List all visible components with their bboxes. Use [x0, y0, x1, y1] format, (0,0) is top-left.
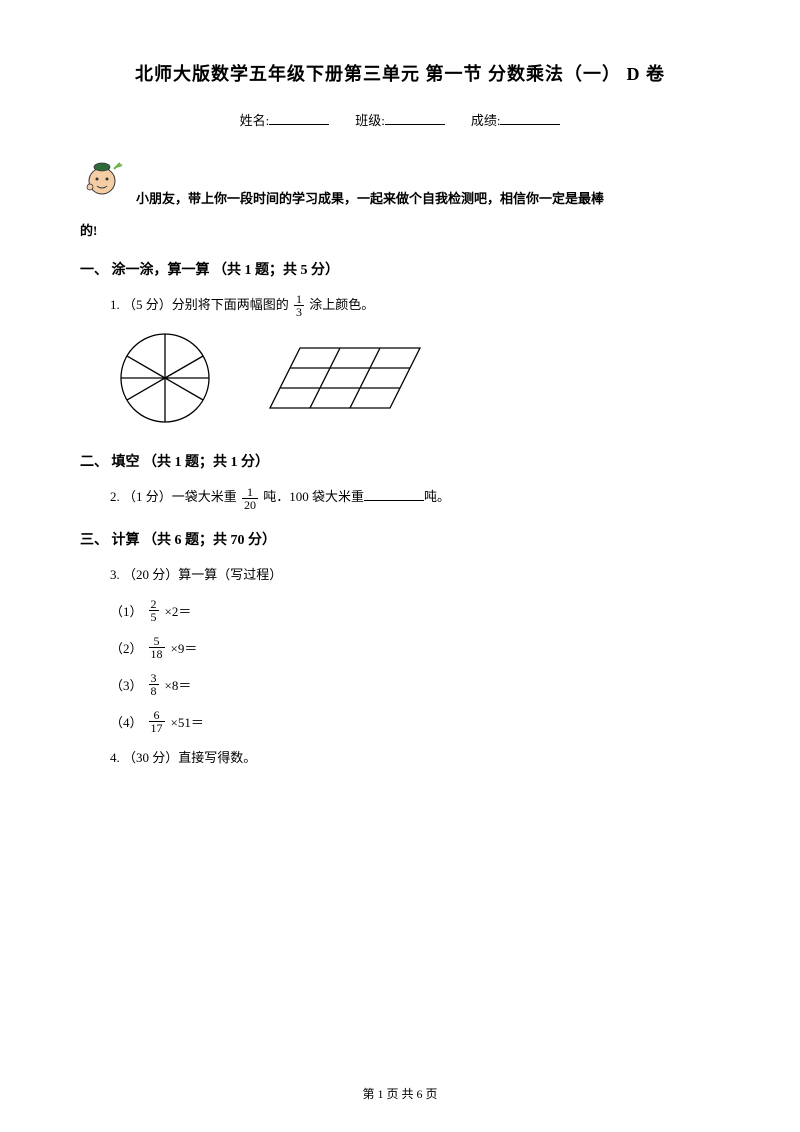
rhombus-grid-shape: [270, 348, 420, 408]
mascot-icon: [80, 157, 124, 201]
q3-item-1-label: （1）: [110, 601, 143, 620]
q3-item-2-label: （2）: [110, 638, 143, 657]
q3-item-1-tail: ×2＝: [165, 601, 192, 620]
q3-item-1-frac: 2 5: [149, 598, 159, 623]
q3-item-2: （2） 5 18 ×9＝: [110, 635, 720, 660]
name-blank[interactable]: [269, 110, 329, 125]
score-label: 成绩:: [471, 113, 501, 128]
q1-figures: [110, 328, 720, 433]
frac-den: 18: [149, 647, 165, 660]
info-line: 姓名: 班级: 成绩:: [80, 110, 720, 129]
frac-den: 8: [149, 684, 159, 697]
q3-item-3-label: （3）: [110, 675, 143, 694]
q1-frac-den: 3: [294, 305, 304, 318]
q2-suffix: 吨。: [424, 489, 450, 504]
q2-frac-den: 20: [242, 498, 258, 511]
q2-prefix: 2. （1 分）一袋大米重: [110, 489, 240, 504]
q3-item-4: （4） 6 17 ×51＝: [110, 709, 720, 734]
class-label: 班级:: [355, 113, 385, 128]
q3-item-4-frac: 6 17: [149, 709, 165, 734]
page-footer: 第 1 页 共 6 页: [0, 1085, 800, 1102]
q3-item-2-tail: ×9＝: [171, 638, 198, 657]
q3-item-3-frac: 3 8: [149, 672, 159, 697]
q3-item-3: （3） 3 8 ×8＝: [110, 672, 720, 697]
section-2-heading: 二、 填空 （共 1 题；共 1 分）: [80, 451, 720, 471]
q1-frac-num: 1: [294, 293, 304, 305]
frac-den: 17: [149, 721, 165, 734]
circle-shape: [121, 334, 209, 422]
intro-text-2: 的!: [80, 220, 720, 239]
q2-frac-num: 1: [242, 486, 258, 498]
name-label: 姓名:: [240, 113, 270, 128]
q3-item-1: （1） 2 5 ×2＝: [110, 598, 720, 623]
question-4: 4. （30 分）直接写得数。: [110, 746, 720, 769]
question-2: 2. （1 分）一袋大米重 1 20 吨．100 袋大米重 吨。: [110, 485, 720, 511]
q1-prefix: 1. （5 分）分别将下面两幅图的: [110, 297, 292, 312]
frac-num: 2: [149, 598, 159, 610]
frac-num: 3: [149, 672, 159, 684]
score-blank[interactable]: [500, 110, 560, 125]
q3-item-4-label: （4）: [110, 712, 143, 731]
section-3-heading: 三、 计算 （共 6 题；共 70 分）: [80, 529, 720, 549]
frac-num: 5: [149, 635, 165, 647]
q3-item-4-tail: ×51＝: [171, 712, 204, 731]
intro-text-1: 小朋友，带上你一段时间的学习成果，一起来做个自我检测吧，相信你一定是最棒: [136, 157, 604, 214]
q2-blank[interactable]: [364, 486, 424, 501]
question-3: 3. （20 分）算一算（写过程）: [110, 563, 720, 586]
class-blank[interactable]: [385, 110, 445, 125]
q2-fraction: 1 20: [242, 486, 258, 511]
frac-den: 5: [149, 610, 159, 623]
page-title: 北师大版数学五年级下册第三单元 第一节 分数乘法（一） D 卷: [80, 60, 720, 86]
q3-item-3-tail: ×8＝: [165, 675, 192, 694]
q2-mid: 吨．100 袋大米重: [263, 489, 364, 504]
frac-num: 6: [149, 709, 165, 721]
q1-fraction: 1 3: [294, 293, 304, 318]
question-1: 1. （5 分）分别将下面两幅图的 1 3 涂上颜色。: [110, 293, 720, 319]
q3-item-2-frac: 5 18: [149, 635, 165, 660]
q1-suffix: 涂上颜色。: [309, 297, 374, 312]
section-1-heading: 一、 涂一涂，算一算 （共 1 题；共 5 分）: [80, 259, 720, 279]
